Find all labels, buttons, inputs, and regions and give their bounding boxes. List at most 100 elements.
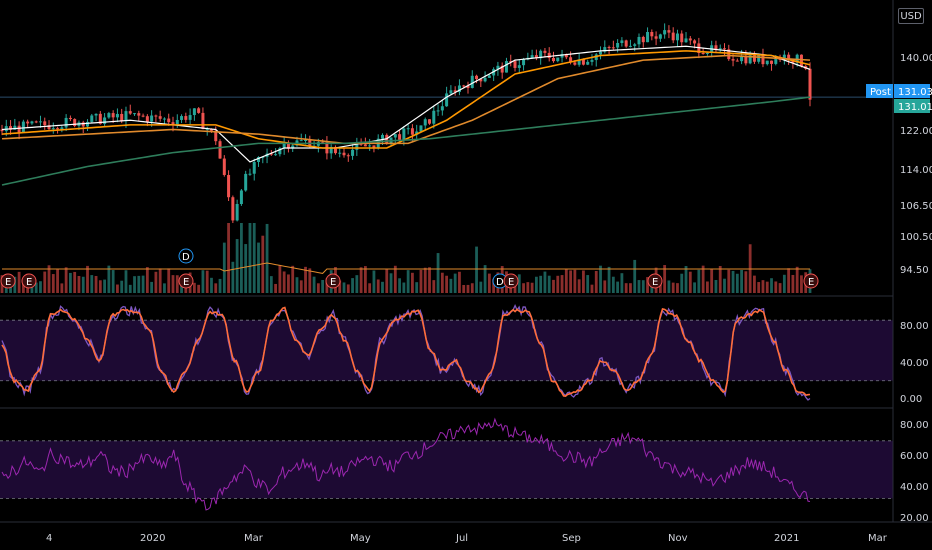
- rsi-axis[interactable]: 80.00 60.00 40.00 20.00: [900, 420, 929, 524]
- volume-bar: [705, 281, 709, 293]
- volume-bar: [205, 270, 209, 293]
- volume-bar: [466, 284, 470, 293]
- volume-bar: [355, 275, 359, 293]
- candle-body: [286, 143, 290, 149]
- candle-body: [765, 60, 769, 65]
- volume-bar: [428, 267, 431, 293]
- volume-bar: [475, 246, 478, 293]
- candle-body: [304, 139, 308, 141]
- earnings-marker[interactable]: E: [647, 273, 663, 289]
- volume-bar: [312, 276, 316, 293]
- candle-body: [90, 115, 94, 122]
- volume-bar: [569, 270, 572, 293]
- stochastic-pane[interactable]: [0, 303, 893, 401]
- candle-body: [0, 129, 4, 132]
- candle-body: [342, 152, 346, 156]
- candle-body: [197, 108, 201, 113]
- candle-body: [590, 60, 594, 62]
- candle-body: [628, 45, 632, 47]
- volume-bar: [582, 270, 585, 293]
- volume-bar: [128, 284, 132, 293]
- stoch-d-line: [1, 306, 811, 397]
- candle-body: [701, 52, 705, 54]
- earnings-marker[interactable]: E: [178, 273, 194, 289]
- price-axis[interactable]: 140.00 122.00 114.00 106.50 100.50 94.50…: [866, 53, 932, 276]
- volume-bar: [13, 276, 17, 293]
- rsi-pane[interactable]: [0, 417, 893, 511]
- volume-bar: [34, 282, 38, 293]
- volume-bar: [684, 266, 688, 293]
- candle-body: [539, 50, 543, 59]
- candle-body: [47, 125, 51, 130]
- candle-body: [650, 32, 654, 37]
- candle-body: [573, 62, 577, 65]
- time-axis[interactable]: 4 2020 Mar May Jul Sep Nov 2021 Mar: [46, 533, 888, 544]
- time-label: Jul: [455, 533, 468, 544]
- volume-bar: [406, 270, 410, 293]
- candle-body: [227, 174, 231, 198]
- candle-body: [475, 75, 479, 80]
- candle-body: [98, 113, 102, 124]
- candle-body: [299, 140, 303, 142]
- candle-body: [26, 121, 30, 124]
- volume-bar: [731, 270, 735, 293]
- earnings-marker[interactable]: E: [803, 273, 819, 289]
- candle-body: [449, 90, 453, 94]
- candle-body: [620, 40, 624, 44]
- candle-body: [757, 54, 761, 62]
- candle-body: [167, 118, 171, 123]
- volume-bar: [133, 276, 136, 293]
- candle-body: [205, 128, 209, 130]
- volume-bar: [81, 276, 85, 293]
- volume-bar: [539, 275, 543, 293]
- candle-body: [150, 115, 154, 122]
- volume-bar: [671, 282, 675, 293]
- volume-bar: [436, 253, 440, 293]
- moving-average-line: [1, 96, 811, 186]
- earnings-marker[interactable]: E: [325, 273, 341, 289]
- candle-body: [577, 59, 581, 65]
- candle-body: [744, 55, 748, 64]
- currency-button[interactable]: USD: [898, 8, 924, 24]
- volume-bar: [782, 274, 786, 293]
- volume-bar: [547, 275, 551, 293]
- candle-body: [120, 113, 124, 122]
- volume-bar: [710, 269, 714, 293]
- candle-body: [111, 113, 115, 118]
- rsi-band: [0, 440, 893, 499]
- volume-bar: [51, 274, 55, 293]
- price-pane[interactable]: [0, 23, 893, 293]
- stochastic-axis[interactable]: 80.00 40.00 0.00: [900, 321, 929, 405]
- time-label: Nov: [668, 533, 688, 544]
- dividend-marker[interactable]: D: [178, 248, 194, 264]
- candle-body: [393, 134, 397, 138]
- candle-body: [68, 117, 72, 120]
- volume-bar: [175, 275, 179, 293]
- volume-bar: [680, 273, 684, 293]
- volume-bar: [676, 283, 679, 293]
- candle-body: [624, 40, 628, 47]
- volume-bar: [552, 279, 555, 293]
- volume-bar: [440, 272, 444, 293]
- earnings-marker[interactable]: E: [503, 273, 519, 289]
- candle-body: [188, 115, 192, 120]
- volume-bar: [791, 274, 795, 293]
- volume-bar: [248, 223, 252, 293]
- candle-body: [162, 118, 166, 120]
- candle-body: [154, 115, 158, 117]
- rsi-line: [1, 417, 811, 511]
- event-markers[interactable]: E E D E E D E E E: [0, 248, 819, 289]
- volume-bar: [423, 267, 427, 293]
- candle-body: [658, 34, 662, 39]
- candle-body: [727, 49, 731, 60]
- candle-body: [611, 47, 615, 49]
- earnings-marker[interactable]: E: [21, 273, 37, 289]
- candle-body: [235, 204, 239, 221]
- candle-body: [278, 148, 282, 155]
- earnings-marker[interactable]: E: [0, 273, 16, 289]
- volume-bar: [560, 275, 564, 293]
- candle-body: [569, 57, 573, 63]
- volume-bar: [107, 265, 111, 293]
- volume-bar: [701, 265, 705, 293]
